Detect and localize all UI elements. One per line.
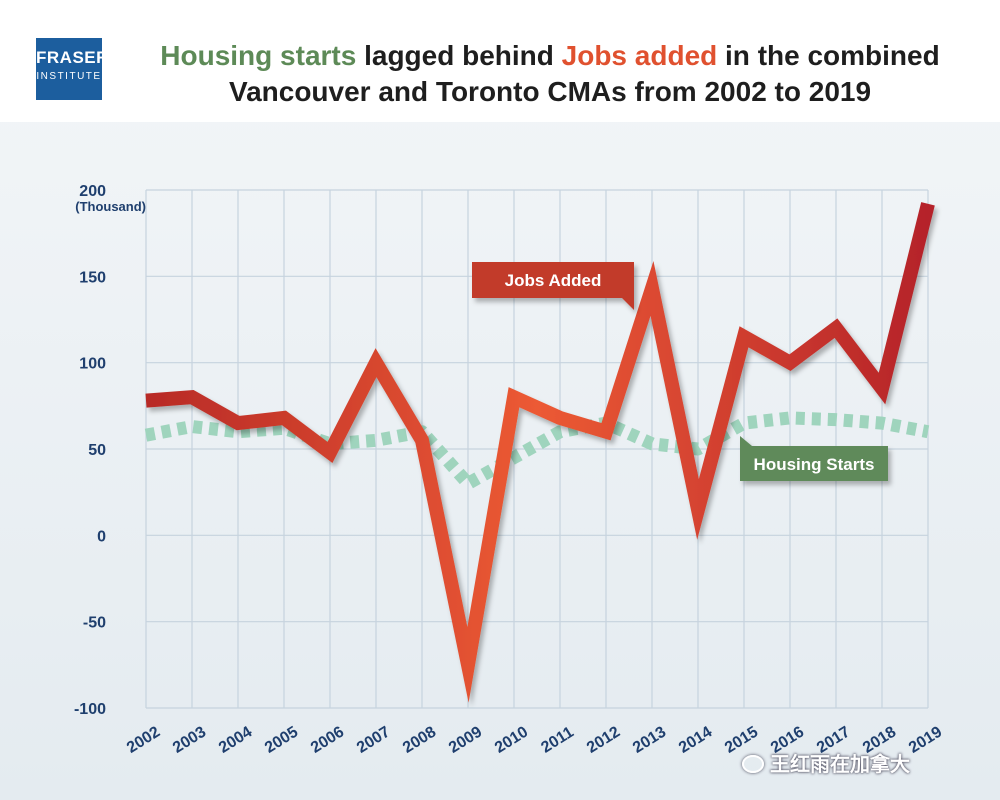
x-tick-label: 2008 — [400, 723, 439, 756]
jobs-added-legend: Jobs Added — [472, 262, 634, 310]
y-tick-label: 50 — [88, 442, 106, 459]
housing-starts-legend: Housing Starts — [740, 436, 888, 481]
fraser-institute-logo[interactable]: FRASER INSTITUTE — [36, 38, 109, 100]
wechat-icon — [742, 755, 764, 773]
y-axis-unit-label: (Thousand) — [75, 199, 146, 214]
title-in-combined: in the combined — [717, 40, 940, 71]
jobs-added-legend-label: Jobs Added — [505, 271, 602, 290]
x-tick-label: 2006 — [308, 723, 347, 756]
logo-line2: INSTITUTE — [36, 71, 102, 82]
y-tick-label: 0 — [97, 528, 106, 545]
x-tick-label: 2004 — [216, 723, 255, 756]
housing-starts-legend-pointer — [740, 436, 752, 446]
jobs-added-legend-box — [472, 262, 634, 298]
x-tick-label: 2013 — [630, 723, 669, 756]
jobs-added-line — [145, 202, 935, 703]
title-housing-starts: Housing starts — [160, 40, 357, 71]
title-jobs-added: Jobs added — [561, 40, 718, 71]
title-line2: Vancouver and Toronto CMAs from 2002 to … — [228, 76, 872, 107]
housing-starts-line — [144, 411, 930, 491]
jobs-added-legend-pointer — [622, 298, 634, 310]
x-tick-label: 2009 — [446, 723, 485, 756]
x-tick-label: 2005 — [262, 723, 301, 756]
watermark-text: 王红雨在加拿大 — [770, 754, 910, 776]
y-tick-label: 100 — [79, 356, 106, 373]
x-tick-label: 2003 — [170, 723, 209, 756]
x-tick-label: 2019 — [906, 723, 945, 756]
housing-starts-legend-label: Housing Starts — [754, 455, 875, 474]
x-tick-label: 2014 — [676, 723, 715, 756]
chart-title: Housing starts lagged behind Jobs added … — [110, 38, 990, 110]
y-tick-label: -100 — [74, 701, 106, 718]
jobs-added-series — [145, 202, 935, 703]
housing-starts-series — [144, 411, 930, 491]
title-line1: Housing starts lagged behind Jobs added … — [110, 38, 990, 74]
y-axis: (Thousand) 200 150 100 50 0 -50 -100 — [74, 183, 146, 718]
header: FRASER INSTITUTE Housing starts lagged b… — [0, 0, 1000, 122]
x-tick-label: 2007 — [354, 723, 393, 756]
logo-line1: FRASER — [36, 48, 109, 67]
y-tick-label: -50 — [83, 615, 106, 632]
housing-starts-legend-box — [740, 446, 888, 481]
watermark: 王红雨在加拿大 — [742, 748, 910, 777]
x-tick-label: 2012 — [584, 723, 623, 756]
y-tick-label: 200 — [79, 183, 106, 200]
x-tick-label: 2011 — [538, 724, 577, 757]
title-lagged-behind: lagged behind — [356, 40, 562, 71]
x-tick-label: 2002 — [124, 723, 163, 756]
y-tick-label: 150 — [79, 269, 106, 286]
x-tick-label: 2010 — [492, 723, 531, 756]
